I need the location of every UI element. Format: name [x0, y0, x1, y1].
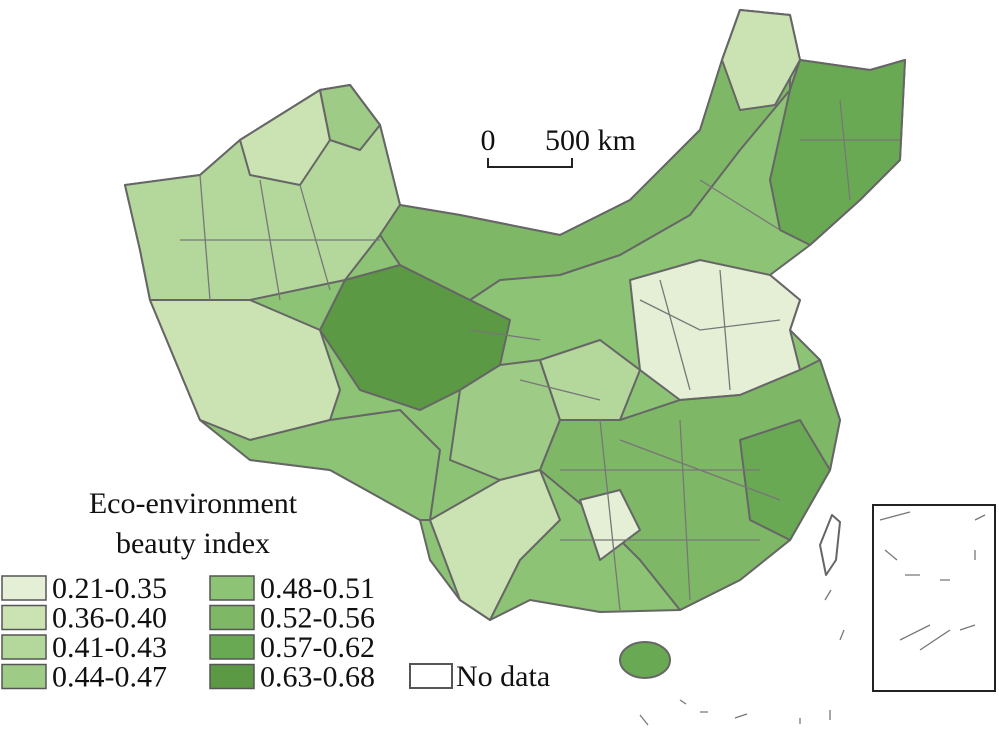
islands	[639, 589, 845, 726]
no-data-swatch	[409, 663, 453, 689]
legend-swatch	[209, 604, 255, 631]
region	[539, 339, 641, 421]
china-map	[124, 9, 996, 726]
region	[319, 84, 381, 151]
legend-label: 0.41-0.43	[52, 631, 167, 664]
taiwan	[819, 514, 841, 576]
legend-title: Eco-environment	[89, 487, 298, 520]
scale-start: 0	[481, 124, 496, 157]
legend-label: 0.48-0.51	[260, 572, 375, 605]
scale-bar: 0 500 km	[481, 124, 636, 168]
legend-label: 0.36-0.40	[52, 602, 167, 635]
legend-label: 0.44-0.47	[52, 661, 167, 694]
inset-islands	[879, 511, 986, 651]
legend-label: 0.52-0.56	[260, 602, 375, 635]
scale-line	[487, 158, 573, 168]
region	[769, 59, 906, 246]
legend-label: 0.63-0.68	[260, 661, 375, 694]
legend-swatch	[1, 634, 47, 660]
legend-swatch	[1, 663, 47, 690]
legend-label: 0.57-0.62	[260, 631, 375, 664]
legend: Eco-environment beauty index No data 0.2…	[1, 487, 550, 694]
legend-title: beauty index	[116, 527, 270, 560]
region	[739, 419, 831, 541]
inset-frame	[872, 504, 996, 692]
region	[629, 259, 801, 401]
legend-swatch	[209, 575, 255, 601]
scale-end: 500 km	[545, 124, 636, 157]
region	[199, 409, 441, 521]
region	[429, 469, 561, 621]
legend-label: 0.21-0.35	[52, 572, 167, 605]
region	[379, 9, 791, 301]
legend-swatch	[209, 663, 255, 690]
boundary	[180, 99, 900, 611]
region	[239, 89, 331, 186]
legend-swatch	[1, 604, 47, 631]
legend-swatch	[209, 634, 255, 660]
legend-swatch	[1, 575, 47, 601]
hainan	[619, 641, 671, 679]
no-data-label: No data	[456, 660, 550, 693]
